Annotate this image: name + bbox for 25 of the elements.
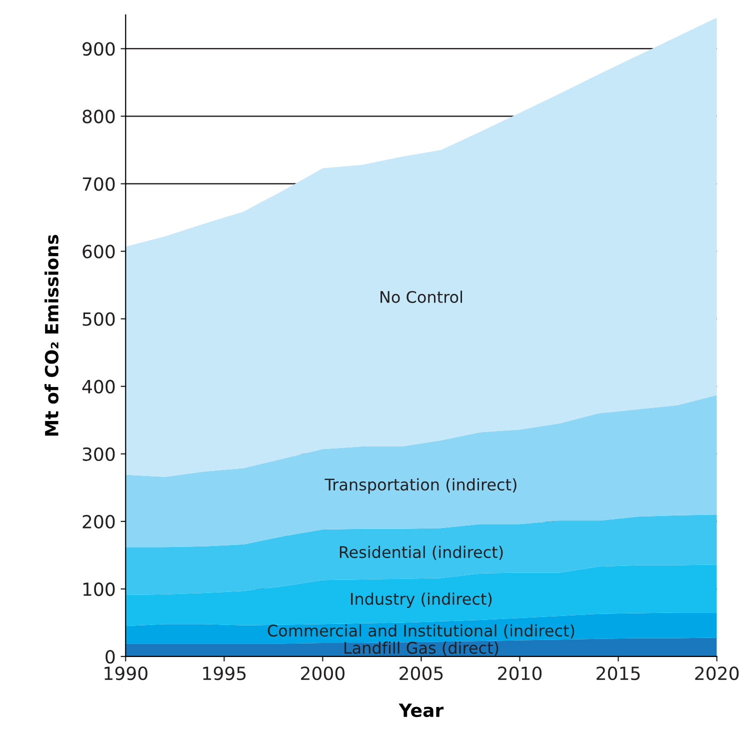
series-label: Residential (indirect) [340,546,503,560]
y-tick-label: 0 [106,650,115,664]
x-tick-label: 2020 [695,666,739,680]
y-tick-label: 800 [82,110,115,124]
y-tick-label: 700 [82,177,115,191]
y-axis-title: Mt of CO₂ Emissions [44,234,58,436]
y-tick-label: 900 [82,42,115,56]
series-label: Commercial and Institutional (indirect) [268,624,574,639]
y-tick-label: 600 [82,244,115,258]
x-tick-label: 1995 [203,666,246,680]
series-label: Transportation (indirect) [324,478,516,494]
x-axis-title: Year [398,704,444,718]
y-tick-label: 400 [82,380,115,394]
x-tick-label: 2015 [596,666,640,680]
series-label: No Control [380,290,462,304]
series-label: Landfill Gas (direct) [344,641,498,656]
y-tick-label: 200 [82,514,115,529]
x-tick-label: 2000 [301,666,344,680]
series-label: Industry (indirect) [351,592,492,608]
x-tick-label: 2010 [498,666,542,680]
y-tick-label: 500 [82,312,115,326]
x-tick-label: 2005 [400,666,443,680]
x-tick-label: 1990 [104,666,148,680]
y-tick-label: 100 [83,582,115,596]
y-tick-label: 300 [82,447,115,461]
